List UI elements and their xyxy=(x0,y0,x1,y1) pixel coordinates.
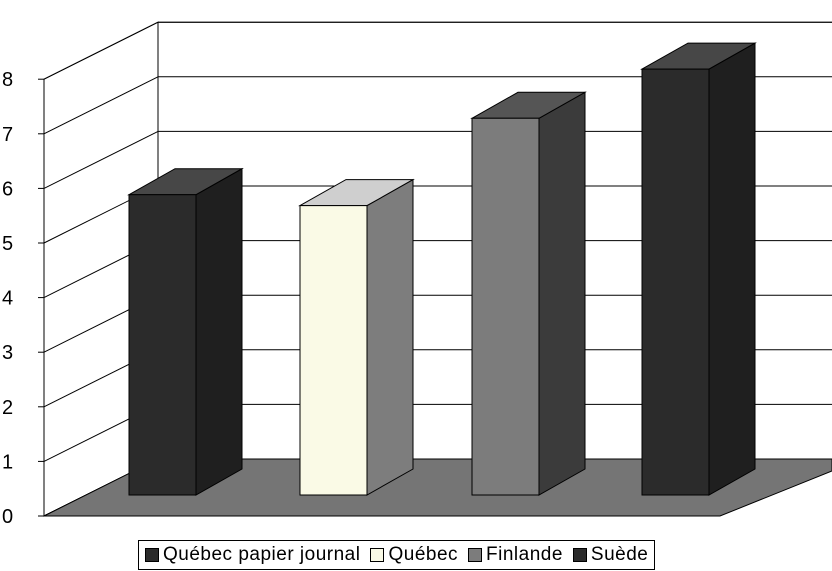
chart: 0 1 2 3 4 5 6 7 8 xyxy=(2,21,832,528)
legend-item-finlande: Finlande xyxy=(468,544,563,566)
y-tick-label: 2 xyxy=(2,397,13,419)
y-tick-label: 6 xyxy=(2,178,13,200)
y-tick-label: 7 xyxy=(2,124,13,146)
bar xyxy=(640,42,757,496)
y-tick-label: 8 xyxy=(2,69,13,91)
legend-swatch xyxy=(572,548,587,562)
legend-label: Suède xyxy=(590,544,649,565)
bar-front xyxy=(299,205,368,496)
bar xyxy=(470,91,587,496)
bar xyxy=(298,178,415,496)
gridline-side xyxy=(43,76,159,135)
legend-label: Québec xyxy=(388,544,459,565)
legend-item-quebec-papier-journal: Québec papier journal xyxy=(145,544,360,566)
y-tick-label: 1 xyxy=(2,451,13,473)
legend-swatch xyxy=(468,548,483,562)
gridline-side xyxy=(43,130,159,189)
bar-side xyxy=(538,91,586,496)
legend-item-quebec: Québec xyxy=(370,544,458,566)
legend-label: Québec papier journal xyxy=(163,544,361,565)
bar-side xyxy=(195,167,243,496)
legend-label: Finlande xyxy=(486,544,563,565)
y-axis-ticks: 0 1 2 3 4 5 6 7 8 xyxy=(2,69,45,528)
legend-item-suede: Suède xyxy=(572,544,649,566)
bar-front xyxy=(641,68,710,496)
bar-side xyxy=(708,42,756,496)
y-tick-label: 4 xyxy=(2,288,13,310)
bar-front xyxy=(471,117,540,496)
chart-bars xyxy=(127,42,757,496)
y-tick-label: 0 xyxy=(2,506,13,528)
bar-front xyxy=(128,194,197,496)
bar xyxy=(127,167,244,496)
legend-swatch xyxy=(370,548,385,562)
legend-swatch xyxy=(145,548,159,562)
bar-side xyxy=(366,178,414,496)
y-tick-label: 5 xyxy=(2,233,13,255)
gridline-side xyxy=(43,21,159,80)
y-tick-label: 3 xyxy=(2,342,13,364)
legend: Québec papier journal Québec Finlande Su… xyxy=(138,540,656,570)
